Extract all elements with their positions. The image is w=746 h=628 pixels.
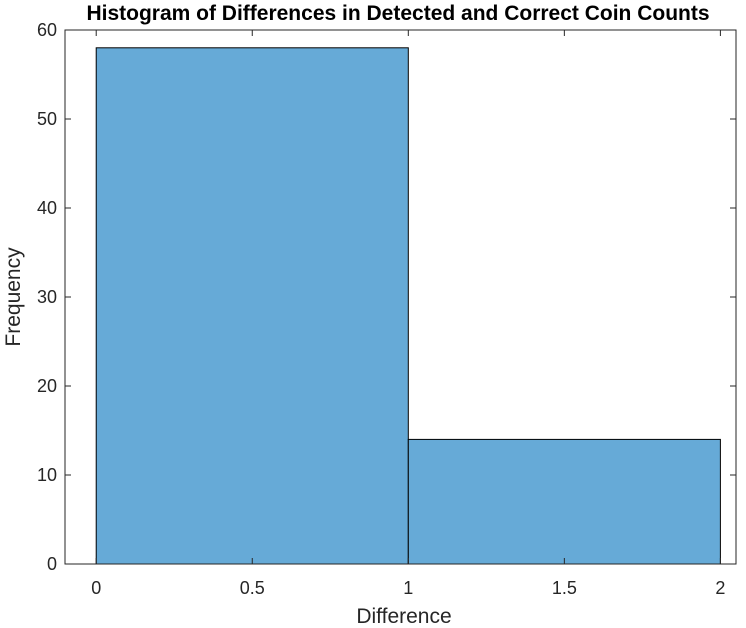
x-tick-label: 1 [403,578,413,598]
y-tick-label: 0 [47,554,57,574]
chart-title: Histogram of Differences in Detected and… [86,2,709,25]
x-tick-label: 2 [715,578,725,598]
x-tick-label: 1.5 [552,578,577,598]
y-tick-label: 20 [37,376,57,396]
y-axis-ticks: 0 10 20 30 40 50 60 [37,20,736,574]
y-tick-label: 50 [37,109,57,129]
y-tick-label: 10 [37,465,57,485]
bars-group [95,47,721,565]
x-tick-label: 0.5 [240,578,265,598]
x-axis-label: Difference [356,605,451,628]
y-axis-label: Frequency [2,247,25,347]
x-tick-label: 0 [91,578,101,598]
y-tick-label: 40 [37,198,57,218]
plot-area-frame [64,29,737,565]
histogram-bar-1 [95,47,409,565]
histogram-bar-2 [407,438,721,565]
y-tick-label: 30 [37,287,57,307]
x-axis-ticks: 0 0.5 1 1.5 2 [91,30,725,598]
y-tick-label: 60 [37,20,57,40]
